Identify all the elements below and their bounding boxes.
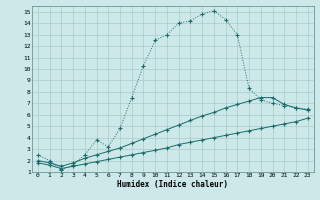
X-axis label: Humidex (Indice chaleur): Humidex (Indice chaleur) [117, 180, 228, 189]
